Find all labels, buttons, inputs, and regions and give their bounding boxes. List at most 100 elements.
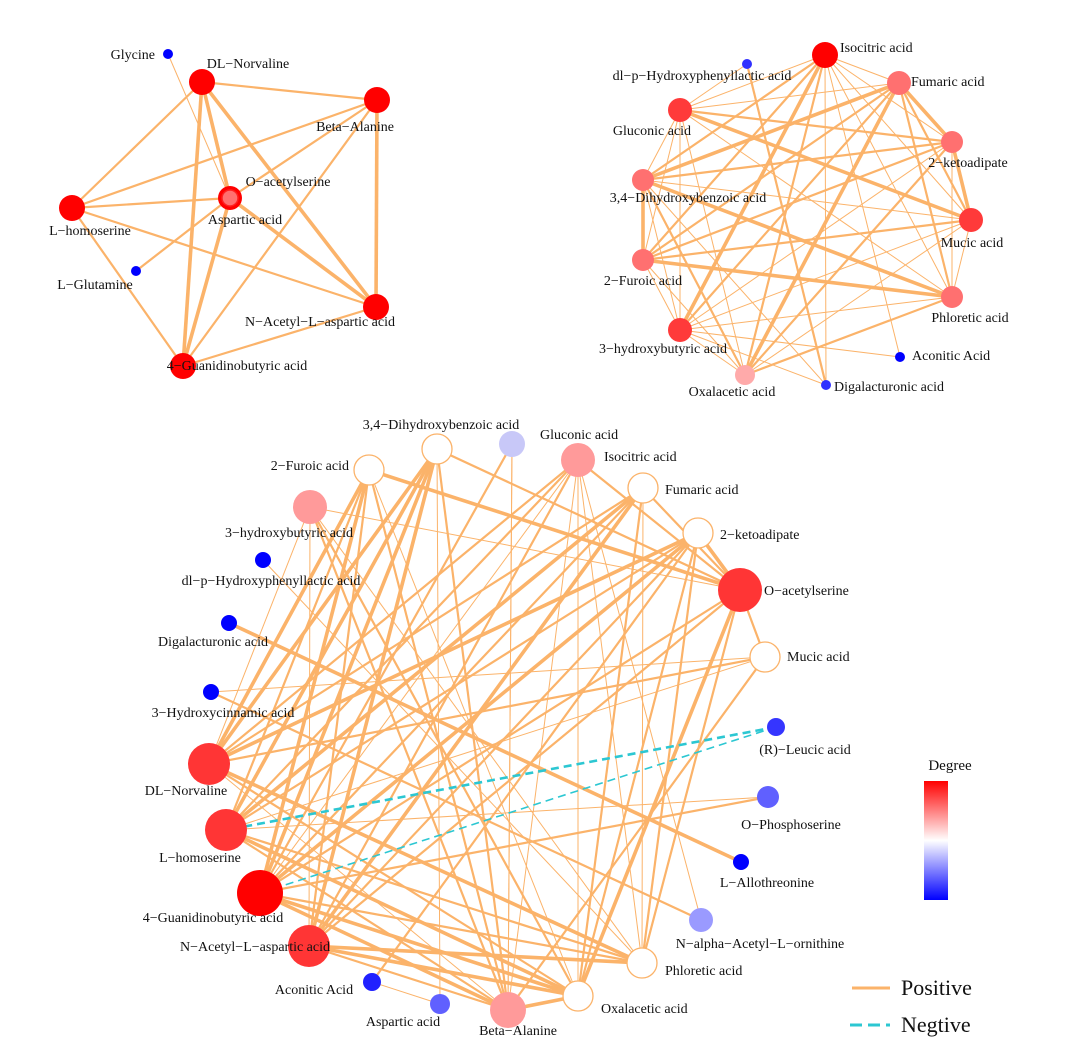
- node-aconitic-acid[interactable]: [895, 352, 905, 362]
- positive-edge: [824, 54, 900, 84]
- positive-edge: [640, 589, 742, 964]
- node-label-dl-norvaline: DL−Norvaline: [207, 57, 290, 72]
- positive-edge: [824, 54, 953, 143]
- node-label-phloretic-acid: Phloretic acid: [665, 964, 742, 979]
- node-label-mucic-acid: Mucic acid: [941, 236, 1004, 251]
- node-digalacturonic-acid[interactable]: [821, 380, 831, 390]
- node-label-2-ketoadipate: 2−ketoadipate: [928, 156, 1007, 171]
- network-top-right: Isocitric acid dl−p−Hydroxyphenyllactic a…: [599, 41, 1009, 400]
- legend: Degree Positive Negtive: [850, 758, 972, 1037]
- node-label-isocitric-acid: Isocitric acid: [604, 450, 677, 465]
- node-label-2-furoic-acid: 2−Furoic acid: [271, 459, 349, 474]
- node-3-4-dihydroxybenzoic-acid[interactable]: [421, 433, 453, 465]
- positive-edge: [308, 459, 579, 947]
- positive-edge: [71, 207, 184, 367]
- node-beta-alanine[interactable]: [364, 87, 390, 113]
- positive-edge: [642, 259, 681, 331]
- node-oxalacetic-acid[interactable]: [735, 365, 755, 385]
- node-fumaric-acid[interactable]: [627, 472, 659, 504]
- positive-edge: [259, 795, 769, 895]
- node-beta-alanine[interactable]: [490, 992, 526, 1028]
- positive-edge: [824, 54, 953, 298]
- node-mucic-acid[interactable]: [959, 208, 983, 232]
- node-digalacturonic-acid[interactable]: [221, 615, 237, 631]
- edges: [641, 54, 973, 386]
- positive-edge: [576, 487, 645, 997]
- node-mucic-acid[interactable]: [749, 641, 781, 673]
- node-o-acetylserine[interactable]: [718, 568, 762, 612]
- node-label-n-acetyl-l-aspartic-acid: N−Acetyl−L−aspartic acid: [180, 940, 330, 955]
- node-fumaric-acid[interactable]: [887, 71, 911, 95]
- positive-edge: [371, 532, 699, 983]
- negative-edge: [225, 725, 777, 832]
- positive-edge: [181, 81, 204, 367]
- node-gluconic-acid[interactable]: [499, 431, 525, 457]
- negative-legend-label: Negtive: [901, 1012, 971, 1037]
- node-dl-norvaline[interactable]: [188, 743, 230, 785]
- positive-edge: [577, 459, 643, 964]
- node-n-acetyl-l-aspartic-acid[interactable]: [288, 925, 330, 967]
- node-label-oxalacetic-acid: Oxalacetic acid: [601, 1002, 688, 1017]
- positive-edge: [308, 506, 311, 947]
- node-glycine[interactable]: [163, 49, 173, 59]
- node-4-guanidinobutyric-acid[interactable]: [170, 353, 196, 379]
- positive-edge: [210, 656, 766, 693]
- node-3-hydroxycinnamic-acid[interactable]: [203, 684, 219, 700]
- positive-edge: [642, 179, 972, 221]
- positive-edge: [642, 259, 746, 376]
- positive-edge: [679, 329, 827, 386]
- node-3-hydroxybutyric-acid[interactable]: [668, 318, 692, 342]
- node-2-ketoadipate[interactable]: [682, 517, 714, 549]
- node-label-oxalacetic-acid: Oxalacetic acid: [689, 385, 776, 400]
- positive-edge: [200, 81, 232, 199]
- node-n-alpha-acetyl-l-ornithine[interactable]: [689, 908, 713, 932]
- node-label-3-4-dihydroxybenzoic-acid: 3,4−Dihydroxybenzoic acid: [363, 418, 519, 433]
- node-aspartic-acid[interactable]: [221, 189, 239, 207]
- node-phloretic-acid[interactable]: [626, 947, 658, 979]
- node-3-4-dihydroxybenzoic-acid[interactable]: [632, 169, 654, 191]
- node-isocitric-acid[interactable]: [812, 42, 838, 68]
- node-4-guanidinobutyric-acid[interactable]: [237, 870, 283, 916]
- node-l-glutamine[interactable]: [131, 266, 141, 276]
- positive-edge: [71, 81, 203, 209]
- node-r-leucic-acid[interactable]: [767, 718, 785, 736]
- positive-edge: [71, 196, 231, 210]
- node-l-allothreonine[interactable]: [733, 854, 749, 870]
- positive-edge: [308, 506, 510, 1011]
- positive-edge: [679, 329, 746, 376]
- positive-edge: [167, 53, 231, 199]
- node-aconitic-acid[interactable]: [363, 973, 381, 991]
- node-2-ketoadipate[interactable]: [941, 131, 963, 153]
- positive-edge: [577, 459, 741, 591]
- node-dl-p-hydroxyphenyllactic-acid[interactable]: [742, 59, 752, 69]
- node-n-acetyl-l-aspartic-acid[interactable]: [363, 294, 389, 320]
- node-aspartic-acid[interactable]: [430, 994, 450, 1014]
- node-l-homoserine[interactable]: [205, 809, 247, 851]
- positive-edge: [642, 54, 826, 261]
- node-2-furoic-acid[interactable]: [632, 249, 654, 271]
- positive-edge: [181, 197, 232, 367]
- node-label-phloretic-acid: Phloretic acid: [931, 311, 1008, 326]
- node-2-furoic-acid[interactable]: [353, 454, 385, 486]
- positive-edge: [436, 448, 441, 1005]
- node-phloretic-acid[interactable]: [941, 286, 963, 308]
- positive-edge: [679, 141, 953, 331]
- positive-edge: [224, 486, 645, 832]
- positive-edge: [200, 80, 378, 309]
- node-label-3-hydroxycinnamic-acid: 3−Hydroxycinnamic acid: [152, 706, 295, 721]
- node-label-dl-p-hydroxyphenyllactic-acid: dl−p−Hydroxyphenyllactic acid: [613, 69, 792, 84]
- node-isocitric-acid[interactable]: [561, 443, 595, 477]
- positive-edge: [642, 109, 681, 261]
- node-label-dl-p-hydroxyphenyllactic-acid: dl−p−Hydroxyphenyllactic acid: [182, 574, 361, 589]
- node-gluconic-acid[interactable]: [668, 98, 692, 122]
- positive-edge: [207, 447, 439, 766]
- node-3-hydroxybutyric-acid[interactable]: [293, 490, 327, 524]
- node-o-phosphoserine[interactable]: [757, 786, 779, 808]
- node-label-digalacturonic-acid: Digalacturonic acid: [834, 380, 944, 395]
- node-label-aconitic-acid: Aconitic Acid: [275, 983, 353, 998]
- node-oxalacetic-acid[interactable]: [562, 980, 594, 1012]
- positive-edge: [307, 486, 645, 948]
- node-l-homoserine[interactable]: [59, 195, 85, 221]
- node-dl-norvaline[interactable]: [189, 69, 215, 95]
- node-dl-p-hydroxyphenyllactic-acid[interactable]: [255, 552, 271, 568]
